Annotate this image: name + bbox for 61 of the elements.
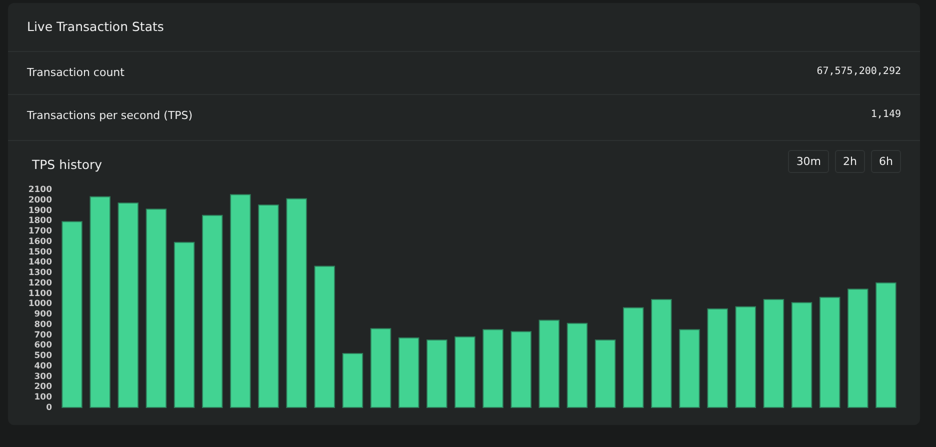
y-tick-label: 1600: [28, 236, 52, 247]
text: Transaction count: [27, 66, 124, 79]
y-tick-label: 500: [34, 351, 52, 362]
y-tick-label: 2100: [28, 185, 52, 195]
bar: [538, 320, 560, 408]
y-tick-label: 400: [34, 361, 52, 372]
bar: [174, 242, 195, 408]
y-tick-label: 300: [34, 372, 52, 382]
y-tick-label: 1100: [28, 288, 52, 299]
text: Live Transaction Stats: [27, 19, 164, 34]
bar: [426, 339, 448, 408]
y-tick-label: 1200: [28, 278, 52, 288]
bar: [876, 282, 896, 408]
y-tick-label: 200: [34, 382, 52, 392]
y-tick-label: 800: [34, 320, 52, 330]
y-tick-label: 1500: [28, 247, 52, 258]
y-tick-label: 100: [34, 392, 52, 403]
bar: [735, 306, 756, 408]
bar: [202, 214, 223, 408]
chart-title: TPS history: [31, 157, 103, 172]
y-tick-label: 600: [34, 340, 52, 351]
bar: [791, 302, 812, 408]
bar: [90, 196, 110, 408]
y-tick-label: 900: [34, 310, 52, 320]
bar: [398, 337, 420, 408]
bar: [679, 329, 700, 408]
bar: [763, 299, 784, 408]
text: 67,575,200,292: [816, 66, 901, 77]
y-tick-label: 1700: [28, 226, 52, 237]
text: 1,149: [870, 109, 901, 120]
bar: [848, 288, 868, 408]
bar: [146, 208, 167, 408]
bar: [651, 299, 672, 408]
bar: [707, 308, 728, 408]
bar: [819, 296, 840, 408]
bar: [62, 221, 82, 408]
bar: [118, 202, 139, 408]
bar: [566, 322, 588, 408]
y-tick-label: 1400: [28, 258, 52, 268]
bar: [622, 307, 644, 408]
y-tick-label: 1000: [28, 299, 52, 310]
y-tick-label: 1300: [28, 268, 52, 278]
y-tick-label: 700: [34, 330, 52, 340]
bar: [286, 198, 307, 408]
y-tick-label: 0: [46, 403, 52, 413]
y-tick-label: 1800: [28, 216, 52, 226]
y-tick-label: 2000: [28, 195, 52, 206]
text: 6h: [871, 150, 901, 173]
bar: [594, 339, 616, 408]
y-tick-label: 1900: [28, 206, 52, 216]
bar: [454, 336, 476, 408]
bar: [342, 352, 364, 408]
bar: [482, 329, 504, 408]
bar: [314, 266, 336, 408]
bar: [258, 204, 279, 408]
text: Transactions per second (TPS): [27, 109, 193, 122]
text: 30m: [788, 150, 830, 173]
bar: [510, 331, 532, 408]
text: 2h: [835, 150, 866, 173]
bar: [230, 194, 251, 408]
bar: [370, 328, 392, 408]
